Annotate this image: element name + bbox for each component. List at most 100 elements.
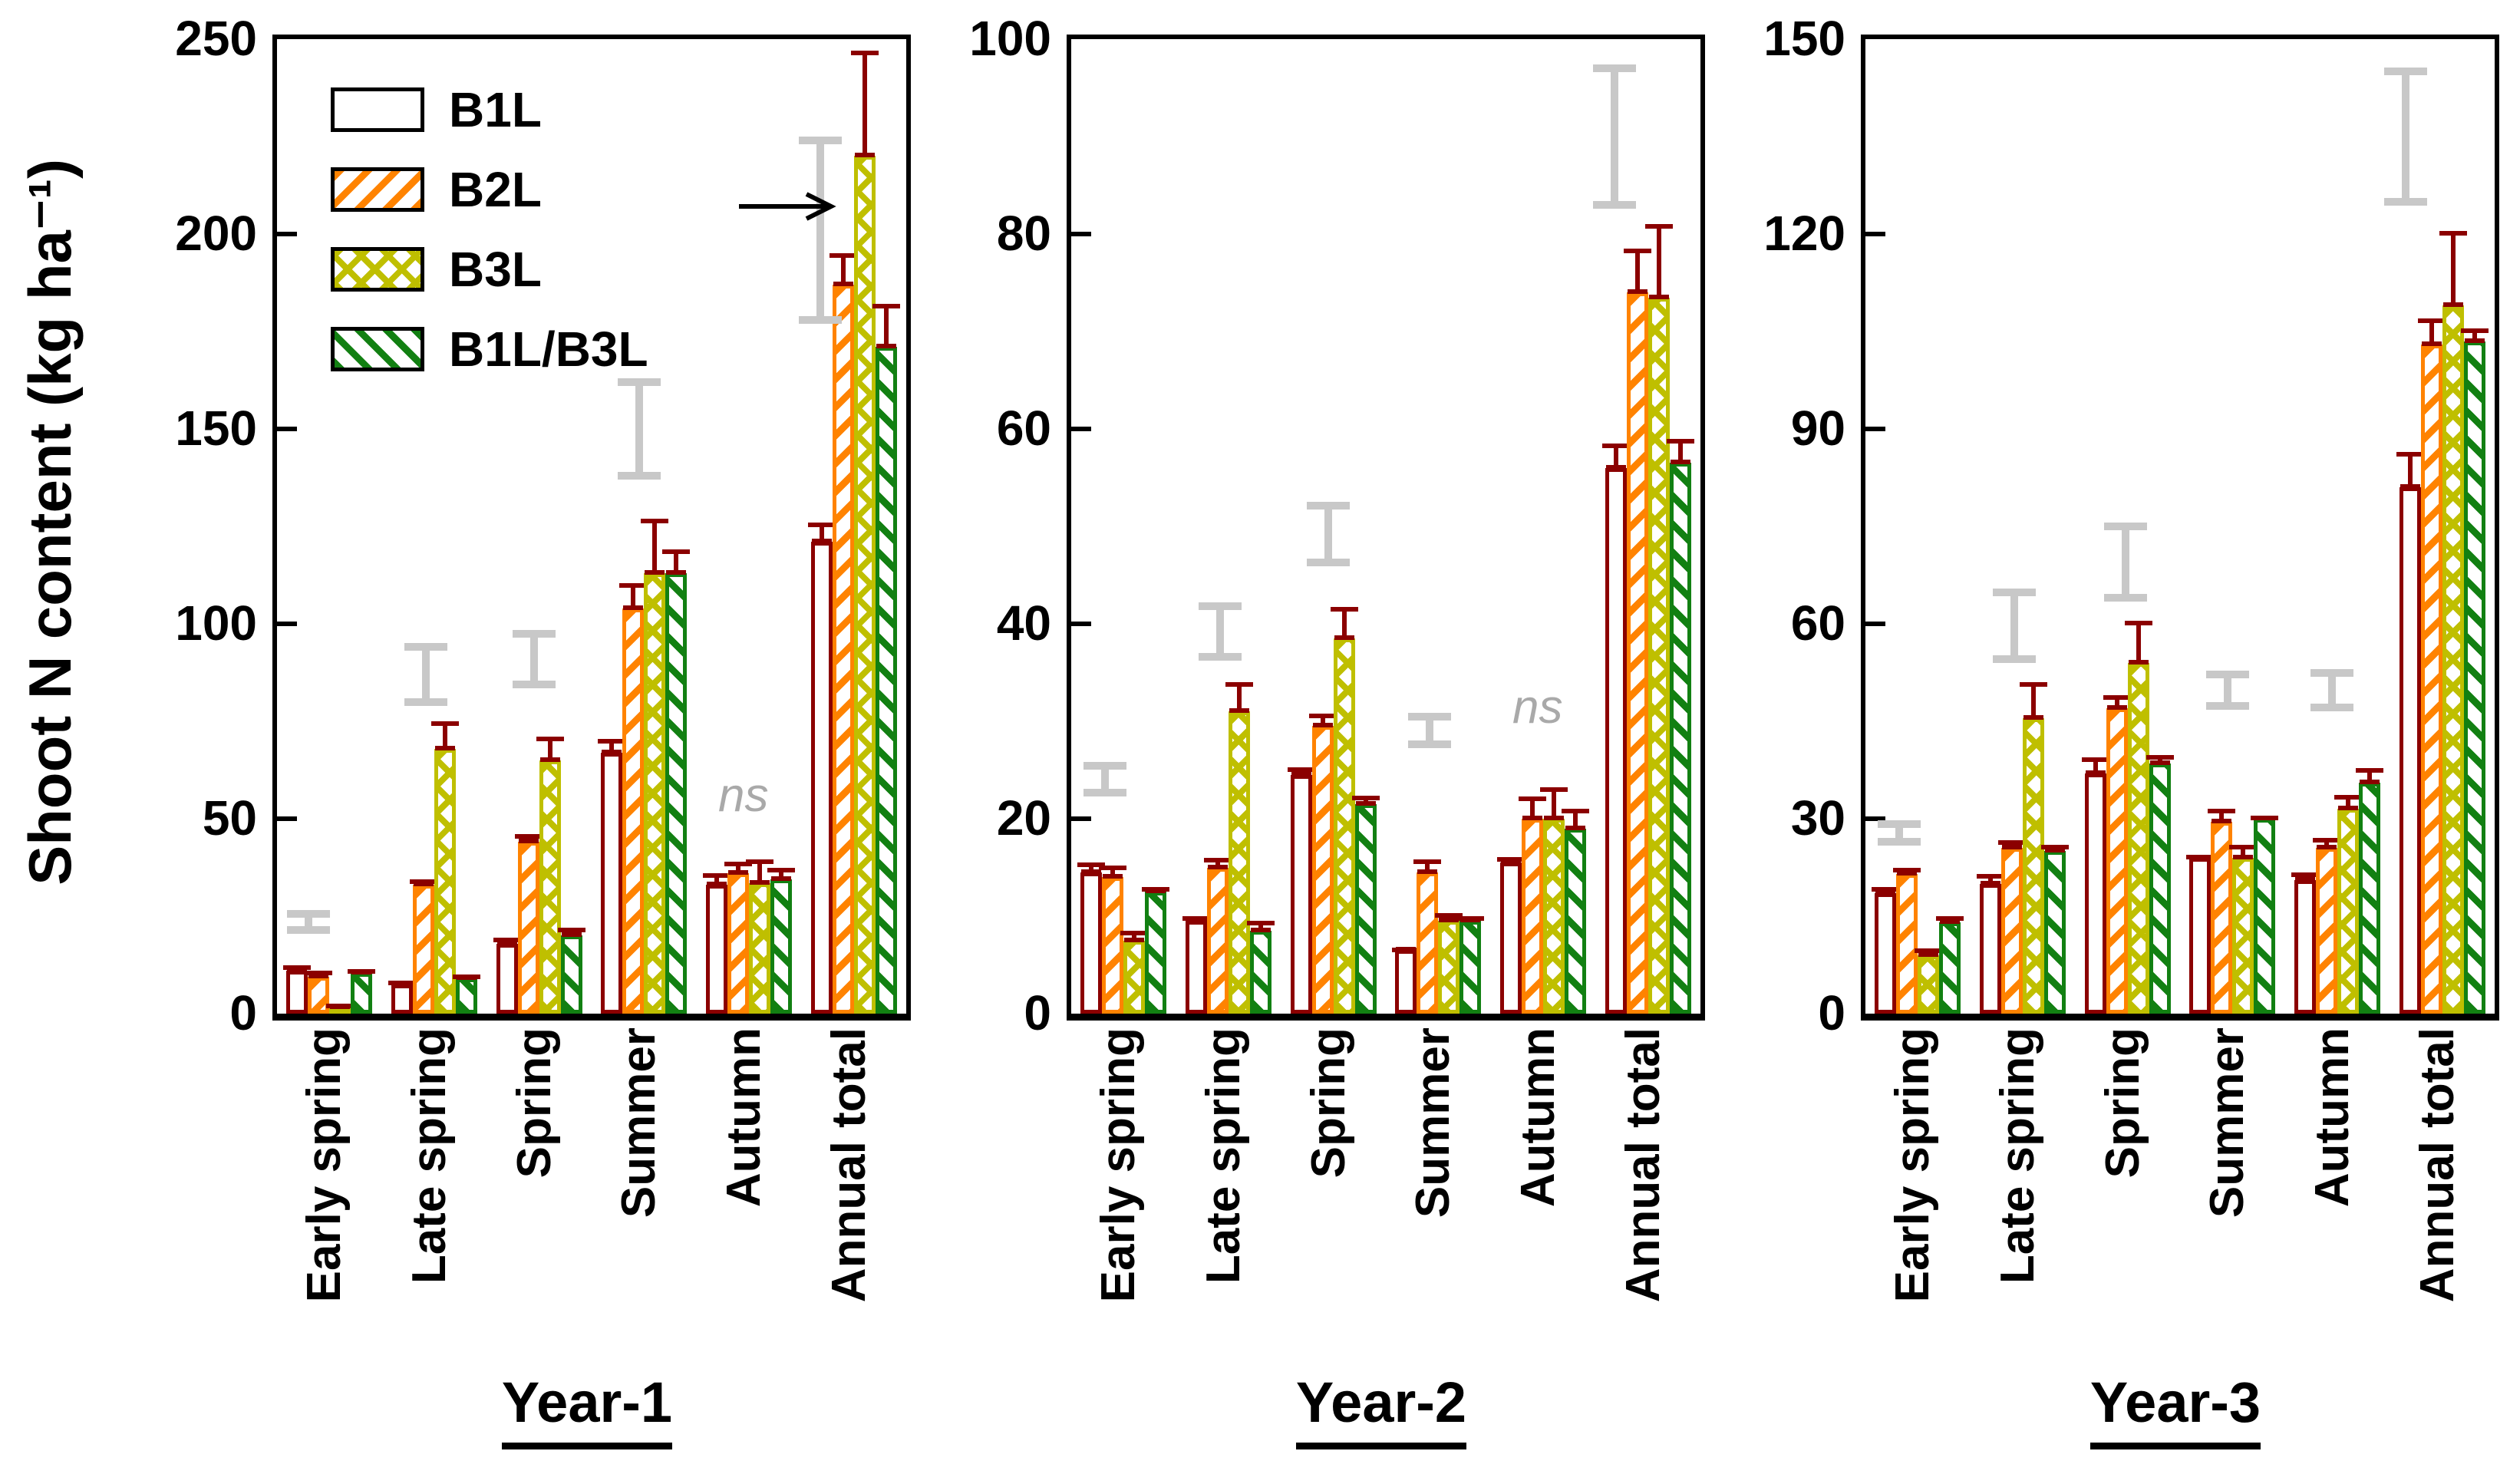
error-bar-cap bbox=[1670, 460, 1690, 465]
legend-label: B3L bbox=[449, 242, 542, 297]
lsd-interval-bar bbox=[2121, 526, 2129, 599]
bar-b1l_b3l-annual-total bbox=[2463, 341, 2485, 1014]
error-bar-cap bbox=[1562, 809, 1589, 814]
lsd-interval-cap bbox=[2310, 704, 2354, 712]
bar-b2l-autumn bbox=[727, 873, 749, 1014]
bar-b1l-autumn bbox=[706, 885, 727, 1014]
x-tick-label-spring: Spring bbox=[1301, 1027, 1355, 1179]
error-bar bbox=[631, 582, 636, 608]
error-bar-cap bbox=[1291, 771, 1311, 777]
bar-b2l-late-spring bbox=[1207, 867, 1229, 1014]
error-bar-cap bbox=[850, 51, 879, 56]
x-tick-label-late-spring: Late spring bbox=[1197, 1027, 1250, 1284]
bar-b3l-annual-total bbox=[2442, 305, 2464, 1014]
error-bar-cap bbox=[811, 539, 832, 544]
error-bar-cap bbox=[539, 757, 560, 762]
error-bar-cap bbox=[2124, 620, 2152, 625]
lsd-interval-cap bbox=[2205, 671, 2249, 679]
error-bar-cap bbox=[1915, 948, 1943, 954]
bar-b3l-late-spring bbox=[2023, 717, 2044, 1014]
y-tick-mark bbox=[277, 816, 297, 821]
plot-area-year-3 bbox=[1861, 35, 2499, 1021]
error-bar-cap bbox=[392, 981, 412, 986]
lsd-interval-bar bbox=[1610, 68, 1618, 205]
lsd-interval-cap bbox=[1408, 740, 1452, 749]
bar-b1l_b3l-early-spring bbox=[351, 972, 373, 1014]
legend-swatch-icon bbox=[331, 87, 424, 132]
error-bar-cap bbox=[703, 873, 731, 879]
bar-b2l-spring bbox=[2106, 708, 2128, 1014]
bar-b1l-early-spring bbox=[286, 971, 308, 1014]
lsd-interval-bar bbox=[2223, 674, 2231, 706]
error-bar-cap bbox=[872, 304, 900, 309]
error-bar bbox=[1634, 249, 1640, 293]
bar-b1l_b3l-summer bbox=[665, 572, 688, 1014]
bar-b1l-autumn bbox=[2294, 880, 2316, 1014]
plot-area-year-2: ns bbox=[1067, 35, 1705, 1021]
y-tick-label: 20 bbox=[996, 790, 1051, 846]
error-bar-cap bbox=[1435, 913, 1463, 918]
error-bar-cap bbox=[1413, 859, 1442, 865]
panel-title-year-2: Year-2 bbox=[1067, 1370, 1696, 1449]
y-tick-label: 60 bbox=[996, 401, 1051, 456]
lsd-interval-cap bbox=[1877, 837, 1921, 846]
error-bar-cap bbox=[457, 975, 477, 981]
legend-label: B1L/B3L bbox=[449, 322, 648, 377]
panel-title-text: Year-3 bbox=[2089, 1370, 2261, 1449]
error-bar-cap bbox=[561, 932, 582, 938]
error-bar bbox=[714, 873, 719, 885]
error-bar-cap bbox=[1247, 921, 1275, 926]
error-bar bbox=[1320, 713, 1325, 727]
error-bar-cap bbox=[666, 569, 687, 575]
error-bar-cap bbox=[283, 965, 312, 970]
error-bar-cap bbox=[602, 749, 622, 754]
error-bar bbox=[1089, 862, 1094, 872]
lsd-interval-cap bbox=[1408, 712, 1452, 721]
lsd-interval-cap bbox=[404, 643, 448, 651]
error-bar-cap bbox=[2464, 338, 2485, 343]
y-tick-mark bbox=[277, 622, 297, 626]
x-tick-label-early-spring: Early spring bbox=[1886, 1027, 1940, 1303]
legend-swatch-icon bbox=[331, 247, 424, 292]
error-bar-cap bbox=[1204, 857, 1232, 862]
error-bar bbox=[1215, 857, 1220, 868]
error-bar-cap bbox=[2002, 845, 2022, 850]
lsd-interval-cap bbox=[1199, 602, 1242, 611]
error-bar-cap bbox=[1229, 708, 1249, 714]
error-bar bbox=[443, 721, 447, 749]
error-bar bbox=[757, 859, 762, 883]
error-bar-cap bbox=[1120, 931, 1149, 936]
error-bar-cap bbox=[2334, 794, 2362, 800]
y-tick-label: 50 bbox=[202, 790, 257, 846]
bar-b2l-autumn bbox=[2316, 848, 2337, 1014]
error-bar-cap bbox=[2254, 816, 2275, 820]
error-bar-cap bbox=[598, 738, 626, 744]
error-bar bbox=[1132, 931, 1137, 941]
error-bar-cap bbox=[724, 861, 752, 866]
lsd-interval-cap bbox=[2205, 701, 2249, 710]
bar-b3l-spring bbox=[2127, 662, 2149, 1014]
error-bar-cap bbox=[1644, 224, 1673, 229]
y-tick-label: 80 bbox=[996, 206, 1051, 261]
error-bar-cap bbox=[2081, 757, 2109, 762]
bar-b3l-late-spring bbox=[1229, 711, 1250, 1014]
legend-label: B2L bbox=[449, 162, 542, 217]
bar-b3l-autumn bbox=[749, 882, 770, 1014]
error-bar-cap bbox=[2313, 838, 2340, 843]
bar-b1l_b3l-early-spring bbox=[1145, 892, 1167, 1014]
lsd-interval-bar bbox=[305, 914, 312, 930]
lsd-interval-bar bbox=[1324, 506, 1332, 562]
y-tick-label: 250 bbox=[175, 11, 257, 66]
x-tick-label-spring: Spring bbox=[2096, 1027, 2149, 1179]
bar-b1l_b3l-early-spring bbox=[1939, 922, 1961, 1014]
error-bar bbox=[1341, 607, 1347, 639]
error-bar bbox=[1552, 787, 1556, 819]
y-tick-label: 60 bbox=[1790, 595, 1845, 651]
error-bar-cap bbox=[1103, 874, 1123, 879]
bar-b2l-summer bbox=[622, 608, 645, 1014]
arrow-icon bbox=[738, 192, 836, 222]
error-bar-cap bbox=[767, 867, 795, 872]
lsd-interval-cap bbox=[1592, 64, 1636, 73]
error-bar-cap bbox=[833, 282, 853, 287]
lsd-interval-cap bbox=[287, 910, 330, 918]
